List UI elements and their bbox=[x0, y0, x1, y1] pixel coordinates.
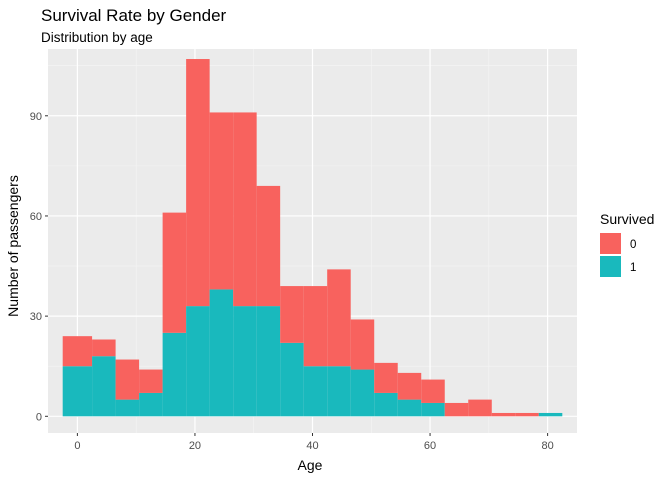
y-tick-label: 30 bbox=[30, 311, 42, 323]
y-tick-label: 90 bbox=[30, 111, 42, 123]
x-tick-label: 0 bbox=[74, 440, 80, 452]
bar-survived-0 bbox=[280, 286, 304, 343]
bar-survived-0 bbox=[444, 402, 469, 417]
chart-title: Survival Rate by Gender bbox=[41, 6, 227, 25]
bar-survived-0 bbox=[162, 212, 187, 333]
bar-survived-0 bbox=[303, 286, 328, 367]
bar-survived-0 bbox=[468, 399, 492, 417]
legend: Survived 0 1 bbox=[600, 211, 654, 277]
bar-survived-1 bbox=[115, 399, 140, 417]
bar-survived-0 bbox=[186, 59, 210, 307]
bar-survived-1 bbox=[327, 366, 351, 417]
bar-survived-0 bbox=[115, 359, 140, 400]
bar-survived-1 bbox=[256, 306, 281, 417]
bar-survived-0 bbox=[139, 369, 163, 393]
legend-label-1: 1 bbox=[630, 262, 636, 274]
bar-survived-0 bbox=[327, 269, 351, 367]
bar-survived-1 bbox=[303, 366, 328, 417]
bar-survived-0 bbox=[350, 319, 375, 370]
x-tick-label: 20 bbox=[189, 440, 201, 452]
legend-title: Survived bbox=[600, 211, 654, 227]
bar-survived-0 bbox=[491, 412, 516, 417]
legend-key-1 bbox=[600, 256, 621, 277]
bar-survived-1 bbox=[397, 399, 422, 417]
bar-survived-1 bbox=[280, 342, 304, 417]
legend-key-0 bbox=[600, 233, 621, 254]
bar-survived-1 bbox=[162, 332, 187, 417]
x-tick-label: 40 bbox=[306, 440, 318, 452]
bar-survived-1 bbox=[209, 289, 234, 417]
bar-survived-1 bbox=[186, 306, 210, 417]
y-tick-label: 0 bbox=[36, 411, 42, 423]
y-axis-title: Number of passengers bbox=[5, 175, 21, 317]
x-axis-title: Age bbox=[298, 457, 323, 473]
legend-label-0: 0 bbox=[630, 239, 636, 251]
y-tick-label: 60 bbox=[30, 211, 42, 223]
bar-survived-0 bbox=[256, 185, 281, 307]
bar-survived-1 bbox=[62, 366, 93, 417]
bar-survived-1 bbox=[538, 412, 563, 417]
bar-survived-0 bbox=[92, 339, 116, 357]
bar-survived-0 bbox=[515, 412, 539, 417]
bar-survived-0 bbox=[374, 362, 398, 393]
bar-survived-1 bbox=[421, 402, 445, 417]
bar-survived-1 bbox=[350, 369, 375, 417]
x-tick-label: 60 bbox=[424, 440, 436, 452]
y-axis: 0 30 60 90 bbox=[30, 111, 48, 423]
bar-survived-1 bbox=[139, 392, 163, 417]
chart-subtitle: Distribution by age bbox=[41, 30, 153, 45]
x-axis: 0 20 40 60 80 bbox=[74, 433, 554, 452]
bar-survived-0 bbox=[233, 112, 257, 307]
x-tick-label: 80 bbox=[541, 440, 553, 452]
bar-survived-0 bbox=[397, 372, 422, 400]
bar-survived-1 bbox=[92, 356, 116, 417]
bar-survived-1 bbox=[374, 392, 398, 417]
bar-survived-0 bbox=[62, 336, 93, 367]
bar-survived-0 bbox=[209, 112, 234, 290]
bar-survived-1 bbox=[233, 306, 257, 417]
histogram-bars bbox=[62, 59, 563, 417]
bar-survived-0 bbox=[421, 379, 445, 403]
